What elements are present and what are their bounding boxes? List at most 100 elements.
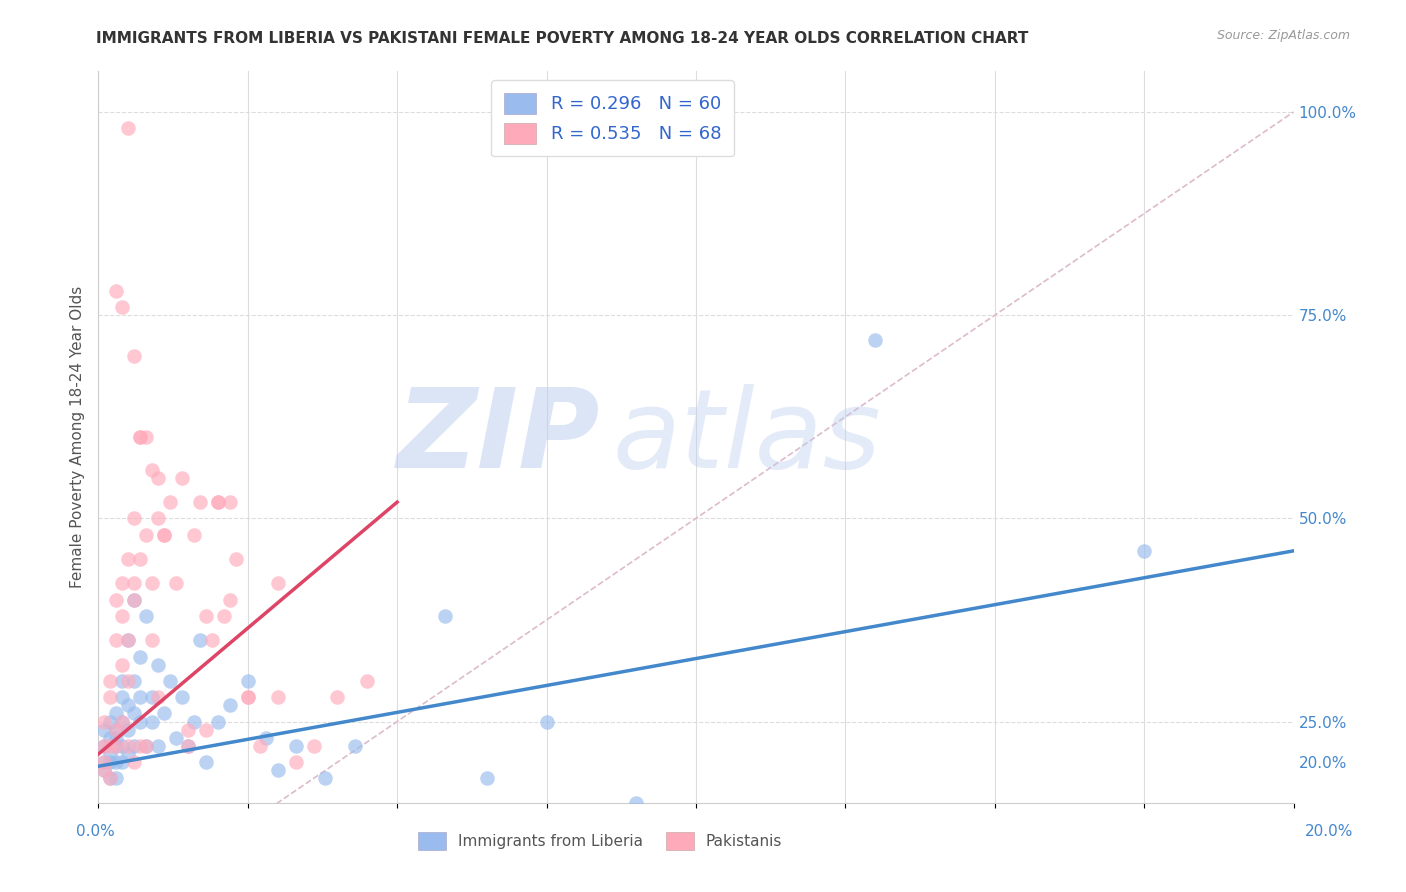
Point [129,739,152,753]
Point [93,739,115,753]
Point [117,121,139,136]
Point [141,690,163,705]
Point [98,690,122,705]
Point [124,576,146,591]
Point [183,527,205,541]
Point [219,698,242,713]
Point [105,633,128,648]
Point [236,690,259,705]
Point [105,772,128,786]
Point [111,608,134,623]
Point [135,608,157,623]
Point [865,333,887,347]
Point [98,714,122,729]
Point [172,471,194,485]
Text: IMMIGRANTS FROM LIBERIA VS PAKISTANI FEMALE POVERTY AMONG 18-24 YEAR OLDS CORREL: IMMIGRANTS FROM LIBERIA VS PAKISTANI FEM… [96,31,1028,46]
Point [135,739,157,753]
Point [165,731,187,745]
Point [195,723,218,737]
Point [326,690,349,705]
Point [536,714,558,729]
Text: Source: ZipAtlas.com: Source: ZipAtlas.com [1216,29,1350,42]
Point [153,527,176,541]
Point [225,552,247,566]
Point [105,739,128,753]
Point [117,723,139,737]
Point [111,690,134,705]
Point [284,739,307,753]
Point [124,706,146,721]
Point [207,714,229,729]
Point [129,649,152,664]
Point [207,495,229,509]
Point [284,755,307,769]
Point [111,714,134,729]
Point [105,731,128,745]
Point [172,690,194,705]
Point [135,739,157,753]
Point [124,511,146,525]
Point [159,495,181,509]
Point [141,633,163,648]
Point [148,690,170,705]
Point [117,633,139,648]
Point [129,430,152,444]
Point [111,673,134,688]
Point [129,430,152,444]
Point [236,690,259,705]
Point [315,772,337,786]
Point [105,592,128,607]
Point [105,284,128,298]
Point [111,714,134,729]
Point [267,576,290,591]
Point [434,608,457,623]
Point [141,462,163,476]
Point [117,739,139,753]
Point [1133,544,1156,558]
Point [148,471,170,485]
Point [475,772,498,786]
Point [177,723,200,737]
Point [93,723,115,737]
Point [93,764,115,778]
Y-axis label: Female Poverty Among 18-24 Year Olds: Female Poverty Among 18-24 Year Olds [69,286,84,588]
Point [111,576,134,591]
Legend: Immigrants from Liberia, Pakistanis: Immigrants from Liberia, Pakistanis [411,824,790,857]
Point [195,755,218,769]
Point [93,755,115,769]
Point [188,495,211,509]
Point [93,714,115,729]
Point [93,739,115,753]
Point [111,755,134,769]
Text: 0.0%: 0.0% [76,824,115,838]
Point [98,772,122,786]
Point [219,495,242,509]
Point [135,527,157,541]
Point [159,673,181,688]
Point [148,739,170,753]
Point [129,552,152,566]
Point [93,755,115,769]
Point [93,764,115,778]
Point [385,869,409,883]
Point [124,349,146,363]
Point [117,633,139,648]
Point [148,657,170,672]
Text: atlas: atlas [613,384,882,491]
Point [302,739,325,753]
Point [117,673,139,688]
Point [98,755,122,769]
Point [98,772,122,786]
Point [254,731,277,745]
Point [117,552,139,566]
Point [188,633,211,648]
Point [98,731,122,745]
Point [141,576,163,591]
Point [148,511,170,525]
Point [219,592,242,607]
Point [98,673,122,688]
Point [236,673,259,688]
Point [626,796,648,810]
Point [165,576,187,591]
Point [153,527,176,541]
